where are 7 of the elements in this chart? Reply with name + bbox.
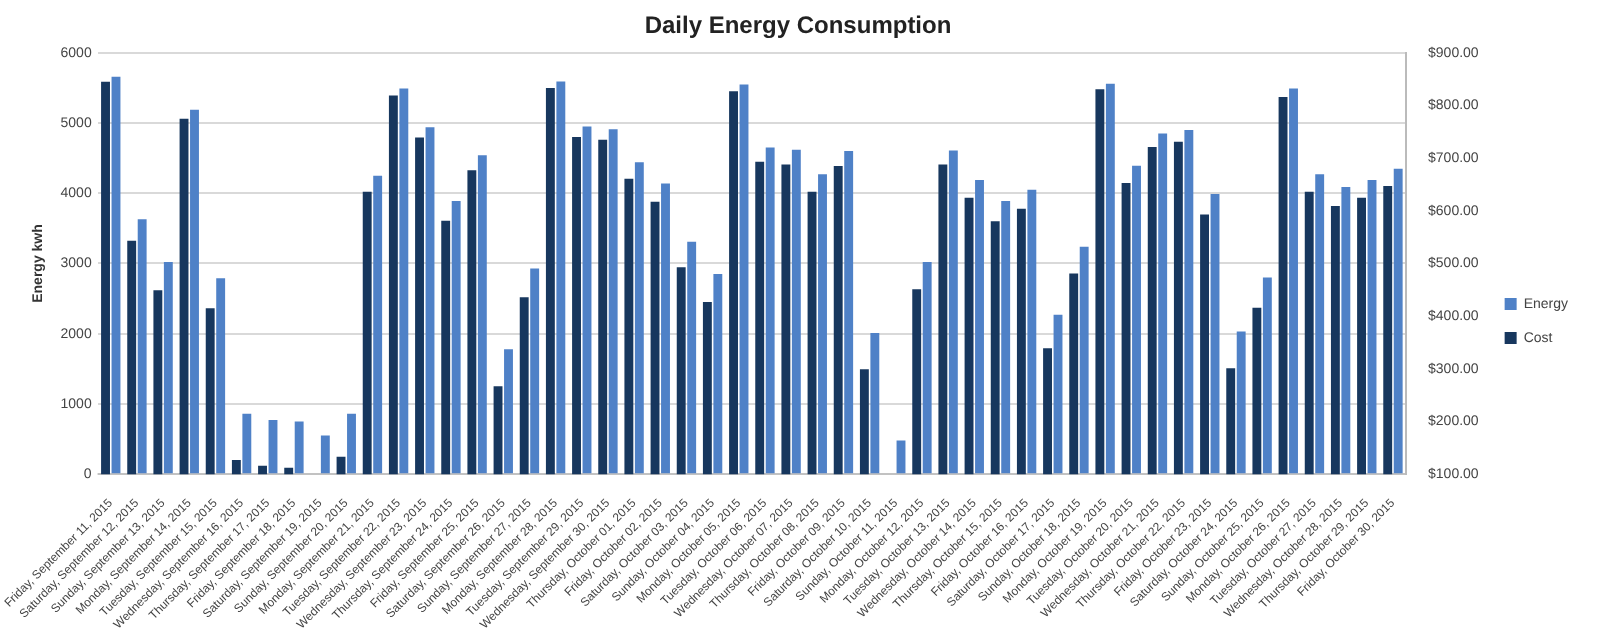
bar bbox=[294, 421, 304, 474]
bar bbox=[347, 413, 356, 474]
bar bbox=[896, 440, 906, 474]
bar bbox=[320, 435, 330, 474]
bar bbox=[242, 413, 252, 474]
chart-title: Daily Energy Consumption bbox=[644, 11, 952, 40]
bar bbox=[268, 420, 278, 474]
